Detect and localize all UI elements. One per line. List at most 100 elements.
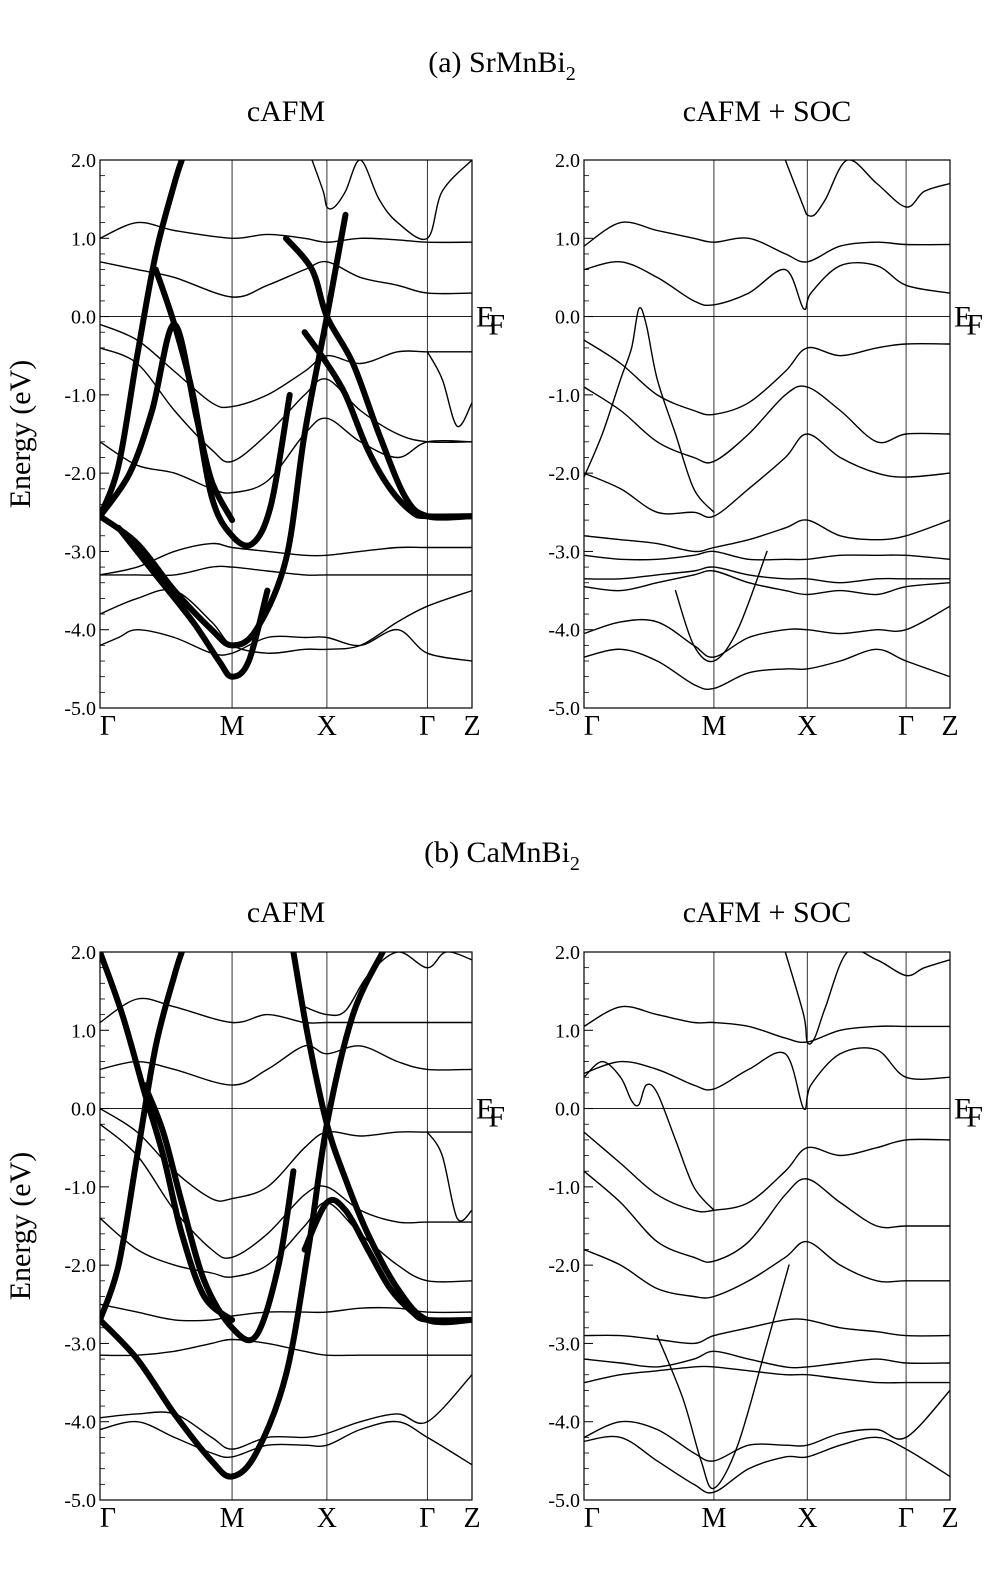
kpoint-label: Γ bbox=[100, 711, 116, 742]
y-tick-label: -5.0 bbox=[548, 698, 580, 720]
y-tick-label: 0.0 bbox=[555, 307, 580, 329]
y-tick-label: 2.0 bbox=[71, 150, 96, 172]
kpoint-label: M bbox=[220, 1503, 245, 1534]
band-thin-9 bbox=[100, 1420, 472, 1466]
section-title-a: (a) SrMnBi2 bbox=[428, 46, 576, 85]
band-b6 bbox=[584, 433, 950, 519]
y-tick-label: -3.0 bbox=[548, 1333, 580, 1355]
band-thin-4 bbox=[100, 1123, 472, 1259]
band-b13 bbox=[784, 952, 950, 1045]
band-thin-3 bbox=[100, 1107, 472, 1202]
kpoint-label: Γ bbox=[100, 1503, 116, 1534]
y-tick-label: 1.0 bbox=[71, 1020, 96, 1042]
band-heavy-3 bbox=[152, 266, 293, 549]
band-heavy-5 bbox=[290, 952, 472, 1326]
band-thin-10 bbox=[426, 1131, 472, 1222]
band-b3 bbox=[584, 261, 950, 311]
band-b2 bbox=[584, 221, 950, 263]
band-thin-4 bbox=[100, 347, 472, 463]
band-thin-5 bbox=[100, 1201, 472, 1283]
kpoint-label: X bbox=[797, 711, 817, 742]
plot-frame bbox=[99, 951, 473, 1501]
band-thin-2 bbox=[100, 1044, 472, 1086]
kpoint-label: Γ bbox=[419, 711, 435, 742]
band-b13 bbox=[674, 550, 768, 663]
band-b1 bbox=[584, 1060, 715, 1211]
band-heavy-3 bbox=[141, 1082, 297, 1344]
fermi-label: EF bbox=[476, 1093, 505, 1134]
y-tick-label: -4.0 bbox=[548, 1412, 580, 1434]
y-tick-label: -4.0 bbox=[64, 620, 96, 642]
band-b2 bbox=[584, 1005, 950, 1044]
panel-title: cAFM + SOC bbox=[683, 95, 852, 128]
y-axis-label: Energy (eV) bbox=[4, 360, 37, 509]
y-tick-label: 0.0 bbox=[71, 307, 96, 329]
kpoint-label: Z bbox=[463, 711, 480, 742]
y-tick-label: 2.0 bbox=[71, 942, 96, 964]
band-b11 bbox=[584, 605, 950, 658]
band-thin-5 bbox=[100, 417, 472, 494]
band-thin-11 bbox=[426, 351, 472, 428]
bands bbox=[584, 952, 950, 1494]
band-b11 bbox=[584, 1435, 950, 1494]
band-thin-7 bbox=[100, 565, 472, 577]
section-title-b: (b) CaMnBi2 bbox=[424, 836, 580, 875]
y-tick-label: -4.0 bbox=[548, 620, 580, 642]
band-b4 bbox=[584, 1131, 950, 1213]
band-b7 bbox=[584, 1318, 950, 1345]
band-b6 bbox=[584, 1240, 950, 1299]
band-b5 bbox=[584, 385, 950, 464]
band-b10 bbox=[584, 570, 950, 596]
y-tick-label: 1.0 bbox=[71, 228, 96, 250]
y-tick-label: -1.0 bbox=[64, 1177, 96, 1199]
band-b9 bbox=[584, 566, 950, 584]
y-tick-label: -1.0 bbox=[64, 385, 96, 407]
band-heavy-4 bbox=[100, 952, 386, 1480]
y-tick-label: -1.0 bbox=[548, 1177, 580, 1199]
band-thin-1 bbox=[100, 221, 472, 244]
plot-frame bbox=[583, 159, 951, 709]
bands bbox=[584, 160, 950, 690]
band-thin-8 bbox=[100, 1374, 472, 1450]
band-b3 bbox=[584, 1047, 950, 1111]
band-b12 bbox=[656, 1264, 790, 1490]
band-thin-8 bbox=[100, 628, 472, 662]
y-tick-label: -2.0 bbox=[64, 1255, 96, 1277]
y-axis-label: Energy (eV) bbox=[4, 1152, 37, 1301]
kpoint-label: Γ bbox=[898, 1503, 914, 1534]
kpoint-label: M bbox=[701, 711, 726, 742]
kpoint-label: Γ bbox=[584, 711, 600, 742]
band-thin-11 bbox=[303, 952, 472, 1017]
band-b8 bbox=[584, 550, 950, 561]
fermi-label: EF bbox=[954, 1093, 983, 1134]
panel-title: cAFM + SOC bbox=[683, 896, 852, 929]
band-b4 bbox=[584, 339, 950, 416]
y-tick-label: 0.0 bbox=[555, 1099, 580, 1121]
band-heavy-2 bbox=[100, 952, 236, 1323]
band-b7 bbox=[584, 519, 950, 553]
y-tick-label: 1.0 bbox=[555, 228, 580, 250]
y-tick-label: -2.0 bbox=[548, 1255, 580, 1277]
band-b12 bbox=[584, 648, 950, 690]
y-tick-label: -2.0 bbox=[548, 463, 580, 485]
kpoint-label: M bbox=[220, 711, 245, 742]
fermi-label: EF bbox=[954, 301, 983, 342]
band-thin-1 bbox=[100, 997, 472, 1024]
kpoint-label: M bbox=[701, 1503, 726, 1534]
kpoint-label: Γ bbox=[584, 1503, 600, 1534]
band-b10 bbox=[584, 1389, 950, 1462]
y-tick-label: -2.0 bbox=[64, 463, 96, 485]
kpoint-label: Γ bbox=[419, 1503, 435, 1534]
y-tick-label: -5.0 bbox=[64, 1490, 96, 1512]
band-thin-6 bbox=[100, 1303, 472, 1322]
y-tick-label: 2.0 bbox=[555, 942, 580, 964]
band-b9 bbox=[584, 1365, 950, 1384]
y-tick-label: -3.0 bbox=[64, 1333, 96, 1355]
kpoint-label: X bbox=[797, 1503, 817, 1534]
band-b1 bbox=[584, 307, 715, 513]
kpoint-label: Z bbox=[941, 1503, 958, 1534]
band-b14 bbox=[784, 160, 950, 217]
kpoint-label: X bbox=[317, 711, 337, 742]
